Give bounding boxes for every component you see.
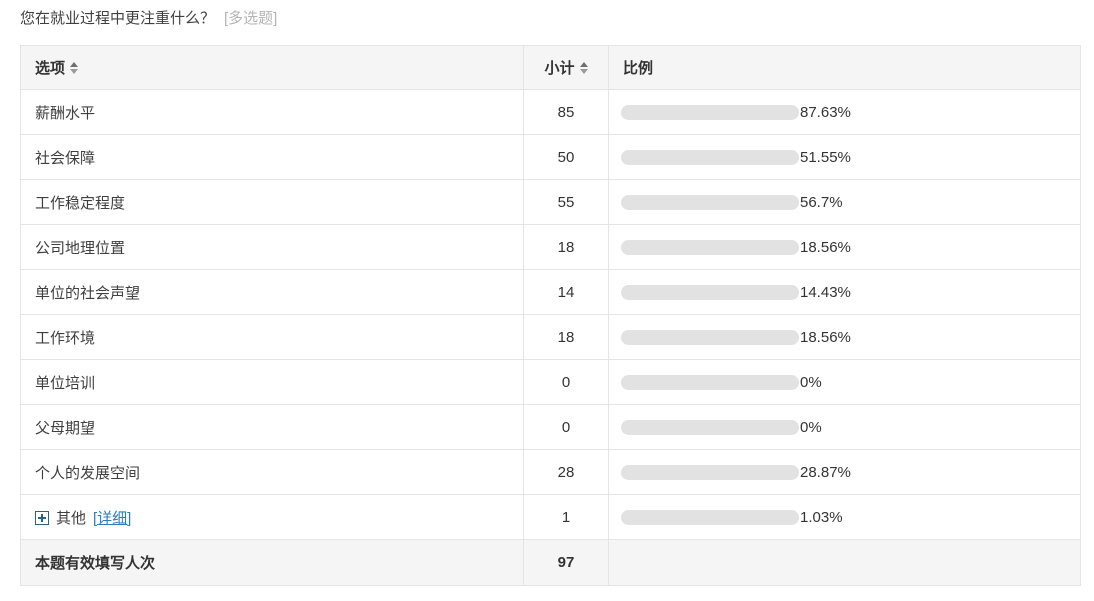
header-ratio: 比例 xyxy=(608,45,1081,90)
subtotal-value: 55 xyxy=(523,179,609,225)
option-label: 个人的发展空间 xyxy=(35,464,141,482)
header-option-label: 选项 xyxy=(35,60,66,77)
table-row: 工作稳定程度 55 56.7% xyxy=(20,179,1081,225)
percent-bar xyxy=(621,374,799,390)
subtotal-value: 85 xyxy=(523,89,609,135)
percent-value: 14.43% xyxy=(800,283,851,301)
option-label: 社会保障 xyxy=(35,149,96,167)
question-title: 您在就业过程中更注重什么？ [多选题] xyxy=(20,7,1080,28)
table-row: 工作环境 18 18.56% xyxy=(20,314,1081,360)
header-subtotal-sortable[interactable]: 小计 xyxy=(523,45,609,90)
table-row: 公司地理位置 18 18.56% xyxy=(20,224,1081,270)
sort-icon[interactable] xyxy=(579,62,588,75)
percent-bar xyxy=(621,104,799,120)
option-label: 其他 xyxy=(56,509,87,527)
option-label: 薪酬水平 xyxy=(35,104,96,122)
subtotal-value: 14 xyxy=(523,269,609,315)
percent-bar xyxy=(621,149,799,165)
percent-value: 18.56% xyxy=(800,238,851,256)
table-row: 单位的社会声望 14 14.43% xyxy=(20,269,1081,315)
percent-value: 0% xyxy=(800,373,822,391)
option-label: 父母期望 xyxy=(35,419,96,437)
table-body: 薪酬水平 85 87.63% 社会保障 50 51.55% 工作稳定程度 55 … xyxy=(20,89,1081,540)
option-label: 工作环境 xyxy=(35,329,96,347)
percent-value: 28.87% xyxy=(800,463,851,481)
header-ratio-label: 比例 xyxy=(623,60,654,77)
option-label: 工作稳定程度 xyxy=(35,194,126,212)
footer-label: 本题有效填写人次 xyxy=(20,539,524,586)
percent-value: 0% xyxy=(800,418,822,436)
table-header-row: 选项 小计 比例 xyxy=(20,45,1081,90)
percent-bar xyxy=(621,239,799,255)
question-type-tag: [多选题] xyxy=(224,10,278,27)
subtotal-value: 18 xyxy=(523,314,609,360)
table-row: 薪酬水平 85 87.63% xyxy=(20,89,1081,135)
percent-bar xyxy=(621,284,799,300)
question-title-text: 您在就业过程中更注重什么？ xyxy=(20,10,216,27)
subtotal-value: 50 xyxy=(523,134,609,180)
table-row: 社会保障 50 51.55% xyxy=(20,134,1081,180)
percent-bar xyxy=(621,464,799,480)
subtotal-value: 0 xyxy=(523,404,609,450)
percent-value: 56.7% xyxy=(800,193,843,211)
percent-value: 1.03% xyxy=(800,508,843,526)
header-subtotal-label: 小计 xyxy=(544,60,575,77)
sort-icon[interactable] xyxy=(70,62,79,75)
percent-bar xyxy=(621,419,799,435)
table-row: 父母期望 0 0% xyxy=(20,404,1081,450)
table-row: 其他 [详细] 1 1.03% xyxy=(20,494,1081,540)
option-label: 公司地理位置 xyxy=(35,239,126,257)
option-label: 单位培训 xyxy=(35,374,96,392)
option-label: 单位的社会声望 xyxy=(35,284,141,302)
footer-empty-cell xyxy=(608,539,1081,586)
survey-question-panel: 您在就业过程中更注重什么？ [多选题] 选项 小计 比例 薪酬水平 85 xyxy=(20,7,1081,586)
expand-row-icon[interactable] xyxy=(35,510,49,525)
percent-value: 18.56% xyxy=(800,328,851,346)
table-row: 个人的发展空间 28 28.87% xyxy=(20,449,1081,495)
percent-bar xyxy=(621,329,799,345)
percent-value: 87.63% xyxy=(800,103,851,121)
percent-bar xyxy=(621,509,799,525)
percent-bar xyxy=(621,194,799,210)
table-footer-row: 本题有效填写人次 97 xyxy=(20,539,1081,586)
detail-link[interactable]: [详细] xyxy=(93,509,132,527)
header-option-sortable[interactable]: 选项 xyxy=(20,45,524,90)
subtotal-value: 18 xyxy=(523,224,609,270)
subtotal-value: 1 xyxy=(523,494,609,540)
footer-total-value: 97 xyxy=(523,539,609,586)
percent-value: 51.55% xyxy=(800,148,851,166)
subtotal-value: 0 xyxy=(523,359,609,405)
table-row: 单位培训 0 0% xyxy=(20,359,1081,405)
subtotal-value: 28 xyxy=(523,449,609,495)
results-table: 选项 小计 比例 薪酬水平 85 87.63% 社会保障 50 xyxy=(20,45,1081,586)
